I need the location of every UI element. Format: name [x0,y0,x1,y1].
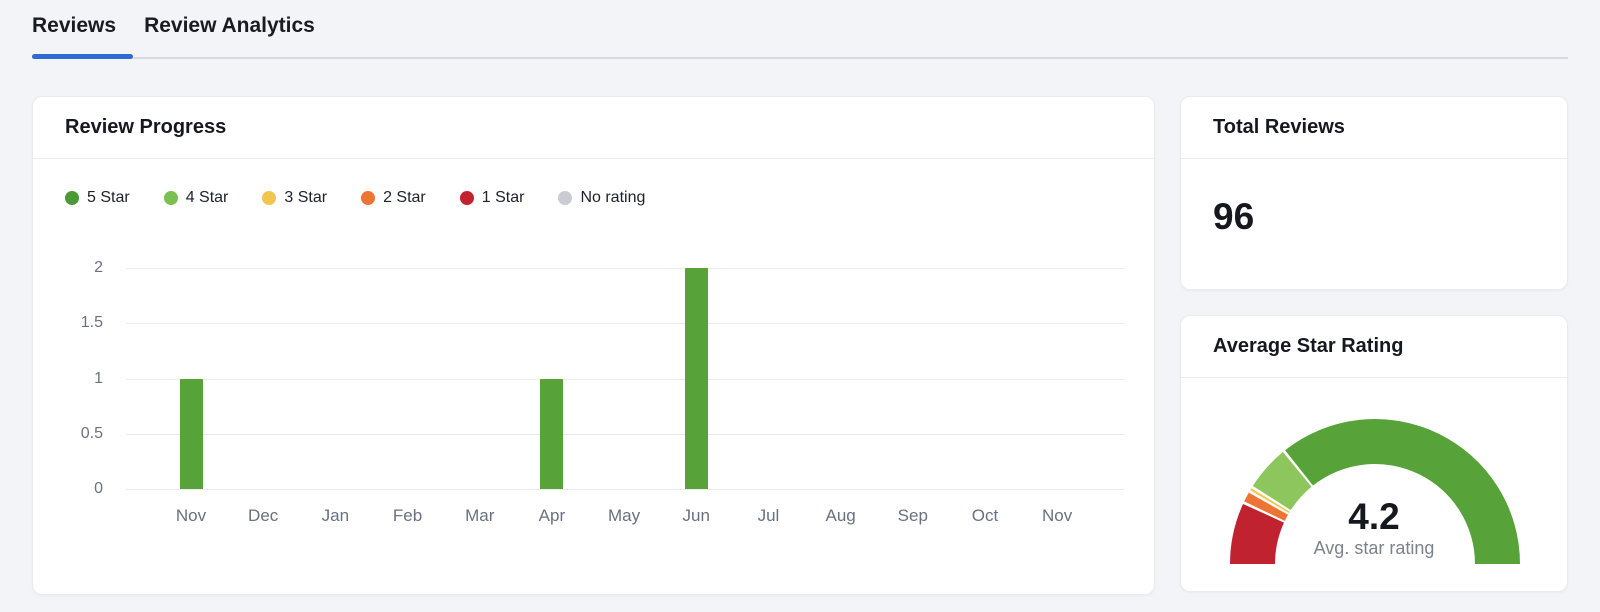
y-axis-tick-label: 0.5 [80,424,103,442]
x-axis-tick-label: Mar [465,506,495,525]
x-axis-tick-label: Jun [682,506,710,525]
average-star-rating-card: Average Star Rating 4.2 Avg. star rating [1180,315,1568,592]
legend-item-label: 5 Star [87,189,130,206]
legend-dot-icon [558,191,573,205]
total-reviews-title: Total Reviews [1213,116,1345,138]
gridline [126,433,1124,435]
tabs-row: Reviews Review Analytics [32,14,315,38]
total-reviews-card: Total Reviews 96 [1180,96,1568,290]
average-star-rating-body: 4.2 Avg. star rating [1181,378,1567,591]
gridline [126,378,1124,380]
y-axis-tick-label: 0 [94,480,103,497]
legend-dot-icon [65,191,79,205]
legend-item-label: 3 Star [284,189,328,206]
y-axis-tick-label: 2 [94,259,103,276]
x-axis-tick-label: Aug [825,506,856,525]
tab-bar: Reviews Review Analytics [0,0,1600,62]
gauge-segment-4-star [1252,452,1312,511]
legend-item-label: 4 Star [185,189,229,206]
x-axis-tick-label: May [608,506,641,525]
bar-jun-7[interactable] [684,268,708,489]
x-axis-tick-label: Oct [971,506,999,525]
bar-apr-5[interactable] [540,378,564,489]
tab-reviews[interactable]: Reviews [32,14,117,37]
x-axis-tick-label: Feb [392,506,423,525]
legend-item-2-star[interactable]: 2 Star [361,189,426,207]
legend-item-label: No rating [580,189,646,206]
x-axis-tick-label: Sep [897,506,928,525]
x-axis-tick-label: Apr [538,506,566,525]
review-progress-title: Review Progress [65,116,227,138]
legend-item-1-star[interactable]: 1 Star [459,189,525,207]
gridline [126,323,1124,325]
y-axis-tick-label: 1.5 [80,314,103,332]
bar-nov-0[interactable] [179,378,203,489]
x-axis-tick-label: Nov [1042,506,1073,525]
legend-item-3-star[interactable]: 3 Star [262,189,327,207]
legend-dot-icon [459,191,474,205]
review-progress-body: 5 Star 4 Star 3 Star 2 Star 1 Star No rating … [33,159,1154,594]
x-axis-tick-label: Jul [757,506,780,525]
total-reviews-body: 96 [1181,159,1567,289]
tab-review-analytics[interactable]: Review Analytics [144,14,315,37]
review-progress-header: Review Progress [33,97,1154,159]
average-star-rating-value: 4.2 [1348,496,1400,537]
gauge-segment-5-star [1285,418,1520,564]
tab-track [32,57,1568,59]
review-progress-card: Review Progress 5 Star 4 Star 3 Star 2 Star… [32,96,1155,595]
average-star-rating-header: Average Star Rating [1181,316,1567,378]
legend: 5 Star 4 Star 3 Star 2 Star 1 Star No rating [65,189,645,207]
average-star-rating-caption: Avg. star rating [1313,538,1435,558]
legend-dot-icon [262,191,277,205]
legend-item-4-star[interactable]: 4 Star [163,189,229,207]
gauge-segment-2-star [1244,492,1288,521]
x-axis-tick-label: Jan [321,506,350,525]
legend-item-no-rating[interactable]: No rating [558,189,645,207]
gauge-segment-1-star [1230,503,1284,564]
average-star-rating-title: Average Star Rating [1213,335,1404,357]
legend-item-label: 2 Star [383,189,426,206]
x-axis-tick-label: Dec [248,506,279,525]
legend-dot-icon [361,191,376,205]
x-axis-tick-label: Nov [175,506,207,525]
y-axis-tick-label: 1 [94,369,103,387]
star-rating-gauge [1230,418,1520,564]
legend-item-label: 1 Star [481,189,525,206]
legend-dot-icon [163,191,178,205]
active-tab-indicator [32,54,133,59]
gridline [126,268,1124,269]
legend-item-5-star[interactable]: 5 Star [65,189,130,207]
gauge-segment-3-star [1250,488,1290,514]
total-reviews-value: 96 [1213,196,1255,237]
bar-chart-plot [126,268,1124,490]
gridline [126,489,1124,490]
total-reviews-header: Total Reviews [1181,97,1567,159]
